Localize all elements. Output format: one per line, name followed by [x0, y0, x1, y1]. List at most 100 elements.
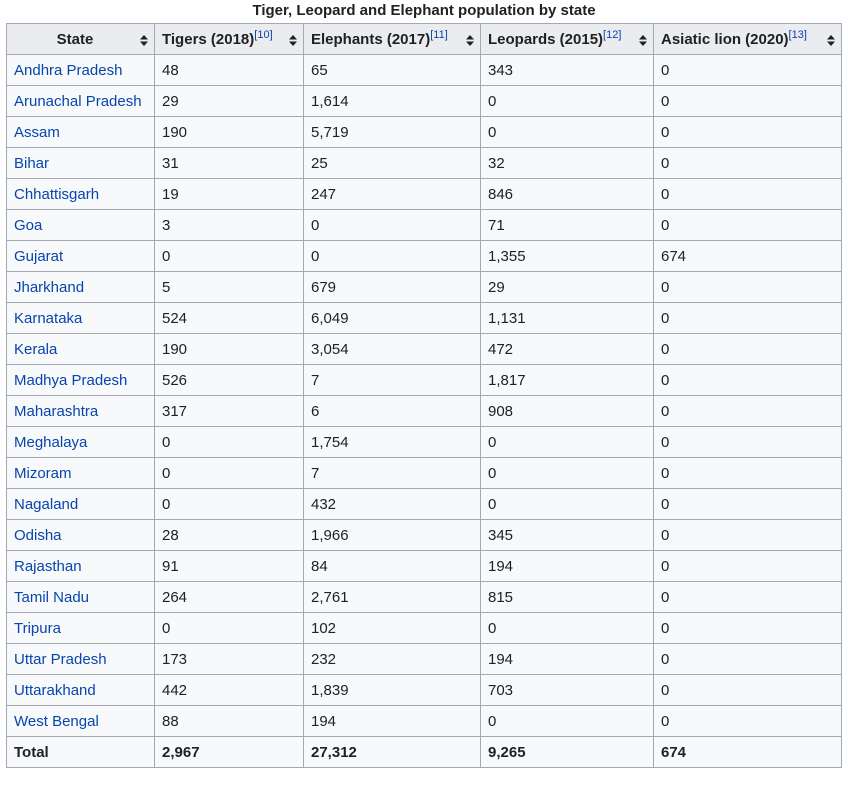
- cell-value: 0: [162, 619, 171, 637]
- state-link[interactable]: Madhya Pradesh: [14, 371, 128, 389]
- state-link[interactable]: Gujarat: [14, 247, 64, 265]
- table-cell: Mizoram: [6, 457, 155, 489]
- state-link[interactable]: Rajasthan: [14, 557, 82, 575]
- cell-value: 29: [488, 278, 505, 296]
- cell-value: 28: [162, 526, 179, 544]
- table-cell: 1,131: [480, 302, 654, 334]
- reference-link[interactable]: [12]: [603, 28, 622, 41]
- cell-value: 0: [661, 123, 670, 141]
- table-cell: 0: [653, 612, 842, 644]
- cell-value: 1,754: [311, 433, 349, 451]
- sort-button[interactable]: [639, 35, 647, 46]
- state-link[interactable]: Kerala: [14, 340, 58, 358]
- table-cell: 1,614: [303, 85, 481, 117]
- cell-value: 432: [311, 495, 337, 513]
- cell-value: 703: [488, 681, 514, 699]
- state-link[interactable]: Goa: [14, 216, 43, 234]
- cell-value: 0: [661, 371, 670, 389]
- state-link[interactable]: Karnataka: [14, 309, 83, 327]
- cell-value: 0: [661, 681, 670, 699]
- cell-value: 31: [162, 154, 179, 172]
- cell-value: 32: [488, 154, 505, 172]
- state-link[interactable]: Odisha: [14, 526, 62, 544]
- cell-value: 0: [488, 433, 497, 451]
- cell-value: 0: [661, 619, 670, 637]
- cell-value: 194: [488, 557, 514, 575]
- table-cell: 65: [303, 54, 481, 86]
- table-row: Jharkhand 5 679 29 0: [6, 271, 842, 303]
- sort-button[interactable]: [289, 35, 297, 46]
- column-header: Asiatic lion (2020)[13]: [653, 23, 842, 55]
- cell-value: 71: [488, 216, 505, 234]
- table-row: Odisha 28 1,966 345 0: [6, 519, 842, 551]
- table-cell: 908: [480, 395, 654, 427]
- sort-button[interactable]: [827, 35, 835, 46]
- state-link[interactable]: Tripura: [14, 619, 61, 637]
- state-link[interactable]: Chhattisgarh: [14, 185, 100, 203]
- cell-value: 84: [311, 557, 328, 575]
- state-link[interactable]: West Bengal: [14, 712, 99, 730]
- cell-value: 846: [488, 185, 514, 203]
- state-link[interactable]: Bihar: [14, 154, 50, 172]
- state-link[interactable]: Maharashtra: [14, 402, 99, 420]
- table-cell: 317: [154, 395, 304, 427]
- state-link[interactable]: Mizoram: [14, 464, 72, 482]
- state-link[interactable]: Uttar Pradesh: [14, 650, 107, 668]
- cell-value: 524: [162, 309, 188, 327]
- table-cell: 29: [154, 85, 304, 117]
- reference-link[interactable]: [10]: [254, 28, 273, 41]
- table-cell: 194: [303, 705, 481, 737]
- state-link[interactable]: Assam: [14, 123, 60, 141]
- table-body: Andhra Pradesh 48 65 343 0 Arunachal Pradesh 2…: [6, 54, 842, 737]
- table-cell: 0: [653, 178, 842, 210]
- table-cell: 0: [653, 581, 842, 613]
- table-row: Gujarat 0 0 1,355 674: [6, 240, 842, 272]
- header-text: Tigers (2018): [162, 30, 255, 48]
- cell-value: 0: [488, 464, 497, 482]
- cell-value: 194: [488, 650, 514, 668]
- table-cell: Rajasthan: [6, 550, 155, 582]
- cell-value: 0: [661, 588, 670, 606]
- reference-link[interactable]: [13]: [788, 28, 807, 41]
- cell-value: 0: [162, 464, 171, 482]
- table-row: Uttar Pradesh 173 232 194 0: [6, 643, 842, 675]
- table-cell: 194: [480, 643, 654, 675]
- table-cell: 0: [154, 457, 304, 489]
- table-cell: 345: [480, 519, 654, 551]
- table-cell: 0: [303, 209, 481, 241]
- state-link[interactable]: Jharkhand: [14, 278, 85, 296]
- state-link[interactable]: Andhra Pradesh: [14, 61, 123, 79]
- sort-button[interactable]: [140, 35, 148, 46]
- table-cell: 264: [154, 581, 304, 613]
- state-link[interactable]: Uttarakhand: [14, 681, 96, 699]
- cell-value: 679: [311, 278, 337, 296]
- cell-value: 190: [162, 340, 188, 358]
- cell-value: 0: [311, 247, 320, 265]
- table-cell: 0: [480, 116, 654, 148]
- table-row: Nagaland 0 432 0 0: [6, 488, 842, 520]
- state-link[interactable]: Nagaland: [14, 495, 79, 513]
- sort-button[interactable]: [466, 35, 474, 46]
- header-text: Asiatic lion (2020): [661, 30, 789, 48]
- table-cell: 679: [303, 271, 481, 303]
- state-link[interactable]: Meghalaya: [14, 433, 88, 451]
- table-cell: 2,761: [303, 581, 481, 613]
- reference-link[interactable]: [11]: [430, 28, 448, 41]
- state-link[interactable]: Arunachal Pradesh: [14, 92, 142, 110]
- table-cell: 0: [653, 271, 842, 303]
- table-row: Assam 190 5,719 0 0: [6, 116, 842, 148]
- cell-value: 1,355: [488, 247, 526, 265]
- table-cell: Andhra Pradesh: [6, 54, 155, 86]
- table-row: Arunachal Pradesh 29 1,614 0 0: [6, 85, 842, 117]
- cell-value: 0: [162, 247, 171, 265]
- table-row: Chhattisgarh 19 247 846 0: [6, 178, 842, 210]
- table-row: Meghalaya 0 1,754 0 0: [6, 426, 842, 458]
- table-cell: 442: [154, 674, 304, 706]
- table-cell: Tripura: [6, 612, 155, 644]
- state-link[interactable]: Tamil Nadu: [14, 588, 90, 606]
- table-cell: 19: [154, 178, 304, 210]
- table-cell: 0: [653, 395, 842, 427]
- cell-value: 0: [488, 92, 497, 110]
- table-cell: Uttarakhand: [6, 674, 155, 706]
- cell-value: 0: [311, 216, 320, 234]
